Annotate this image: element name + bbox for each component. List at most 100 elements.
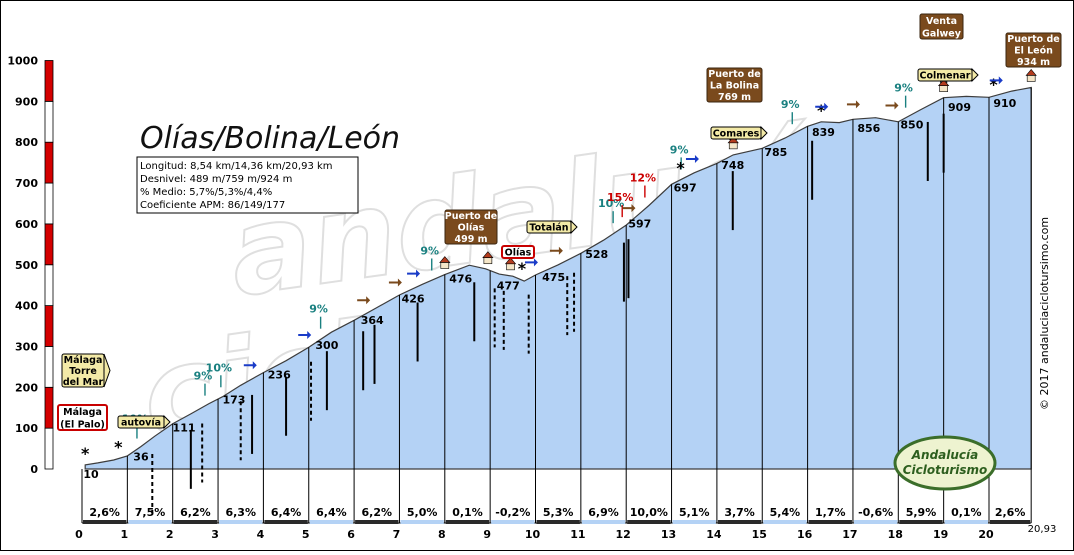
segment-pct-label: 2,6% — [89, 506, 120, 519]
summary-line: Coeficiente APM: 86/149/177 — [140, 200, 285, 211]
summit-icon: * — [989, 75, 998, 94]
segment-bar-5 — [309, 520, 354, 524]
x-tick-label: 20 — [978, 528, 994, 541]
place-label-text: Galwey — [922, 28, 962, 39]
segment-bar-17 — [853, 520, 898, 524]
altitude-label: 364 — [361, 314, 384, 327]
segment-pct-label: 6,4% — [316, 506, 347, 519]
place-label-text: 934 m — [1017, 57, 1050, 68]
x-tick-label: 15 — [752, 528, 767, 541]
altitude-label: 426 — [402, 293, 425, 306]
gradient-label: 12% — [630, 172, 656, 185]
house-icon-body — [440, 262, 450, 269]
place-label-box — [919, 13, 964, 40]
place-label-box — [1005, 32, 1062, 68]
y-tick-label: 100 — [15, 422, 38, 435]
place-label-text: Olías — [458, 223, 485, 234]
place-label-text: La Bolina — [710, 81, 759, 92]
y-tick-label: 0 — [30, 463, 38, 476]
altitude-label: 10 — [83, 468, 99, 481]
place-label-text: Puerto de — [1007, 34, 1059, 45]
place-label-box — [57, 404, 108, 431]
summary-line: % Medio: 5,7%/5,3%/4,4% — [140, 187, 272, 198]
x-tick-label: 0 — [75, 528, 83, 541]
segment-pct-label: 10,0% — [630, 506, 668, 519]
x-tick-label: 8 — [438, 528, 446, 541]
summary-line: Longitud: 8,54 km/14,36 km/20,93 km — [140, 161, 333, 172]
place-label-text: Málaga — [63, 407, 102, 418]
summit-icon: * — [676, 159, 685, 178]
segment-pct-label: 2,6% — [995, 506, 1026, 519]
altitude-label: 111 — [173, 422, 196, 435]
altitude-label: 597 — [628, 217, 651, 230]
chart-title: Olías/Bolina/León — [140, 121, 400, 156]
house-icon-body — [728, 142, 738, 150]
place-label-text: autovía — [121, 418, 161, 429]
sign-arrow-icon — [971, 67, 979, 83]
direction-arrow-icon — [885, 101, 899, 110]
direction-arrow-icon — [357, 296, 371, 305]
place-label-box — [444, 209, 498, 245]
y-tick-label: 300 — [15, 340, 38, 353]
x-tick-label: 7 — [393, 528, 401, 541]
gradient-label: 9% — [894, 82, 913, 95]
logo-text: Andalucía — [911, 448, 979, 462]
segment-bar-6 — [355, 520, 399, 524]
y-axis-band-9 — [44, 60, 54, 102]
direction-arrow-icon — [243, 361, 257, 370]
logo-text: Cicloturismo — [903, 463, 988, 477]
segment-bar-10 — [536, 520, 580, 524]
altitude-label: 839 — [812, 126, 835, 139]
segment-bar-4 — [264, 520, 308, 524]
segment-pct-label: 0,1% — [452, 506, 483, 519]
direction-arrow-icon — [524, 258, 538, 267]
altitude-label: 475 — [542, 271, 565, 284]
segment-pct-label: 6,3% — [225, 506, 256, 519]
place-label-text: Comares — [713, 129, 760, 140]
altitude-label: 476 — [449, 272, 472, 285]
x-tick-label: 1 — [121, 528, 129, 541]
logo-badge — [893, 435, 997, 491]
x-tick-label: 14 — [706, 528, 722, 541]
y-tick-label: 200 — [15, 381, 38, 394]
altitude-label: 300 — [315, 339, 338, 352]
y-tick-label: 700 — [15, 177, 38, 190]
segment-pct-label: 5,9% — [906, 506, 937, 519]
segment-bar-7 — [400, 520, 444, 524]
x-tick-label: 12 — [616, 528, 631, 541]
place-label-text: Puerto de — [445, 211, 497, 222]
direction-arrow-icon — [815, 102, 829, 111]
altitude-label: 850 — [900, 118, 923, 131]
segment-bar-3 — [219, 520, 263, 524]
segment-pct-label: 5,0% — [407, 506, 438, 519]
segment-bar-14 — [717, 520, 762, 524]
y-tick-label: 900 — [15, 95, 38, 108]
altitude-label: 856 — [857, 122, 880, 135]
summit-icon: * — [518, 259, 527, 278]
segment-pct-label: 3,7% — [724, 506, 755, 519]
place-label-text: del Mar — [63, 377, 104, 388]
segment-pct-label: 5,4% — [770, 506, 801, 519]
segment-bar-19 — [944, 520, 988, 524]
segment-bar-11 — [581, 520, 626, 524]
direction-arrow-icon — [388, 278, 402, 287]
x-tick-label: 4 — [257, 528, 265, 541]
segment-pct-label: 6,4% — [271, 506, 302, 519]
x-tick-label: 19 — [933, 528, 948, 541]
place-label-text: El León — [1014, 46, 1053, 57]
house-icon-body — [1026, 75, 1036, 82]
x-tick-label: 5 — [302, 528, 310, 541]
place-label-box — [706, 67, 763, 103]
segment-bar-12 — [627, 520, 671, 524]
x-tick-label: 10 — [525, 528, 541, 541]
gradient-label: 9% — [420, 244, 439, 257]
x-tick-label: 16 — [797, 528, 813, 541]
profile-area — [84, 86, 1032, 470]
y-tick-label: 600 — [15, 218, 38, 231]
altitude-label: 785 — [764, 146, 787, 159]
altitude-label: 477 — [497, 280, 520, 293]
altitude-label: 173 — [222, 394, 245, 407]
place-label-text: Málaga — [64, 355, 103, 366]
